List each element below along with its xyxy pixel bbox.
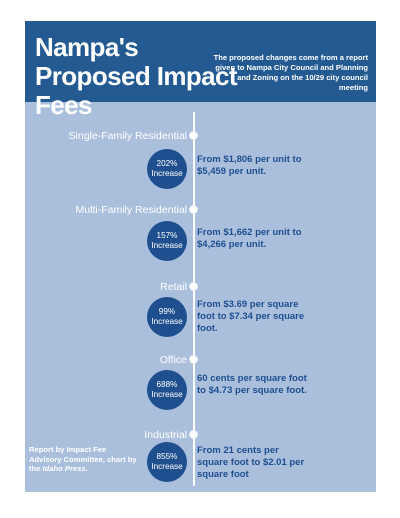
increase-badge-industrial: 855% Increase — [147, 442, 187, 482]
category-label-office: Office — [159, 354, 187, 366]
increase-badge-office: 688% Increase — [147, 370, 187, 410]
increase-percent: 157% — [156, 231, 178, 240]
timeline-dot — [189, 205, 198, 214]
increase-percent: 855% — [156, 452, 178, 461]
timeline-line — [193, 112, 195, 486]
increase-badge-multi-family: 157% Increase — [147, 221, 187, 261]
fee-description-single-family: From $1,806 per unit to $5,459 per unit. — [197, 154, 302, 177]
increase-percent: 202% — [156, 159, 178, 168]
increase-label: Increase — [151, 169, 183, 178]
increase-percent: 99% — [158, 307, 176, 316]
category-label-single-family: Single-Family Residential — [68, 130, 187, 142]
timeline-dot — [189, 282, 198, 291]
category-label-multi-family: Multi-Family Residential — [75, 204, 187, 216]
increase-badge-single-family: 202% Increase — [147, 149, 187, 189]
credit-end: . — [85, 464, 88, 473]
header-banner: Nampa's Proposed Impact Fees The propose… — [25, 21, 376, 120]
category-label-industrial: Industrial — [144, 429, 187, 441]
fee-description-industrial: From 21 cents per square foot to $2.01 p… — [197, 445, 305, 480]
category-label-retail: Retail — [160, 281, 187, 293]
page-title: Nampa's Proposed Impact Fees — [35, 32, 238, 120]
infographic-panel: Nampa's Proposed Impact Fees The propose… — [25, 21, 376, 492]
fee-description-office: 60 cents per square foot to $4.73 per sq… — [197, 373, 307, 396]
fee-description-retail: From $3.69 per square foot to $7.34 per … — [197, 299, 305, 334]
increase-label: Increase — [151, 390, 183, 399]
increase-percent: 688% — [156, 380, 178, 389]
fee-description-multi-family: From $1,662 per unit to $4,266 per unit. — [197, 227, 302, 250]
timeline-dot — [189, 131, 198, 140]
increase-label: Increase — [151, 317, 183, 326]
increase-label: Increase — [151, 241, 183, 250]
timeline-dot — [189, 430, 198, 439]
increase-label: Increase — [151, 462, 183, 471]
source-credit: Report by Impact Fee Advisory Committee,… — [29, 445, 139, 474]
page-subtitle: The proposed changes come from a report … — [213, 53, 368, 92]
credit-text: Report by Impact Fee Advisory Committee,… — [29, 445, 137, 473]
timeline-dot — [189, 355, 198, 364]
credit-source: Idaho Press — [42, 464, 86, 473]
increase-badge-retail: 99% Increase — [147, 297, 187, 337]
